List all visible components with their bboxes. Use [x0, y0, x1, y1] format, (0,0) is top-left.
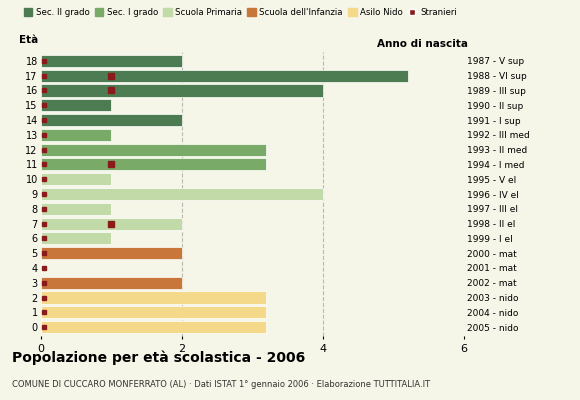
- Bar: [41, 306, 266, 318]
- Bar: [41, 129, 111, 141]
- Bar: [41, 84, 323, 96]
- Bar: [41, 114, 182, 126]
- Bar: [41, 292, 266, 304]
- Bar: [41, 99, 111, 111]
- Bar: [41, 277, 182, 289]
- Text: COMUNE DI CUCCARO MONFERRATO (AL) · Dati ISTAT 1° gennaio 2006 · Elaborazione TU: COMUNE DI CUCCARO MONFERRATO (AL) · Dati…: [12, 380, 430, 389]
- Bar: [41, 144, 266, 156]
- Bar: [41, 203, 111, 215]
- Bar: [41, 173, 111, 185]
- Bar: [41, 232, 111, 244]
- Bar: [41, 70, 408, 82]
- Legend: Sec. II grado, Sec. I grado, Scuola Primaria, Scuola dell'Infanzia, Asilo Nido, : Sec. II grado, Sec. I grado, Scuola Prim…: [24, 8, 457, 17]
- Bar: [41, 158, 266, 170]
- Bar: [41, 188, 323, 200]
- Bar: [41, 218, 182, 230]
- Bar: [41, 321, 266, 333]
- Bar: [41, 55, 182, 67]
- Text: Anno di nascita: Anno di nascita: [377, 39, 468, 49]
- Text: Popolazione per età scolastica - 2006: Popolazione per età scolastica - 2006: [12, 350, 305, 365]
- Bar: [41, 247, 182, 259]
- Text: Età: Età: [20, 35, 39, 45]
